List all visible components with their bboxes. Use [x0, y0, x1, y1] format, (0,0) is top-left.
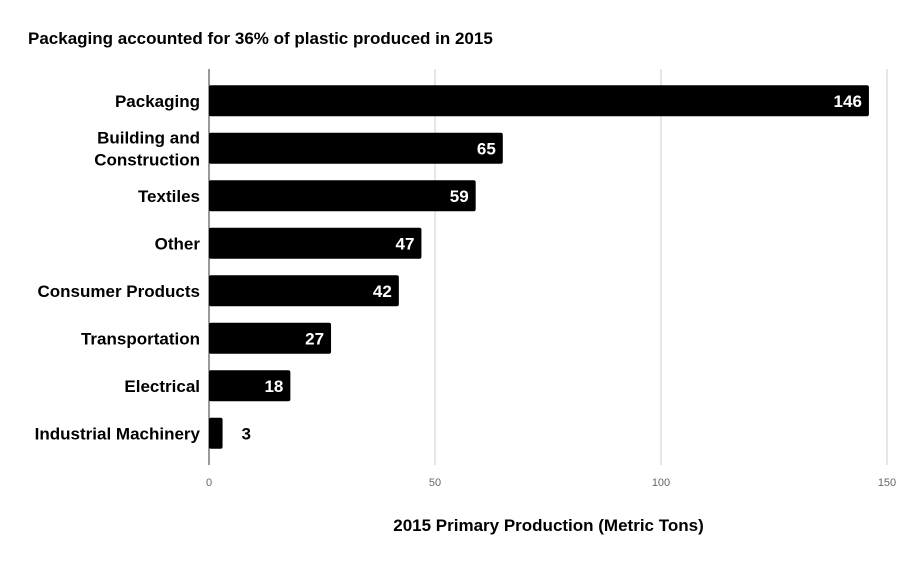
bar: [209, 322, 332, 354]
x-tick-label: 100: [652, 477, 670, 489]
category-label: Building and Construction: [94, 128, 200, 169]
category-label: Textiles: [138, 187, 200, 206]
data-label: 146: [834, 92, 862, 111]
category-label: Industrial Machinery: [35, 424, 201, 443]
data-label: 65: [477, 139, 496, 158]
bar: [209, 227, 422, 259]
data-label: 47: [396, 234, 415, 253]
x-tick-label: 150: [878, 477, 896, 489]
category-label: Other: [155, 234, 201, 253]
data-label: 42: [373, 282, 392, 301]
bar: [209, 417, 223, 449]
category-label: Packaging: [115, 92, 200, 111]
data-label: 27: [305, 329, 324, 348]
data-label: 18: [264, 377, 283, 396]
bar: [209, 180, 476, 212]
x-tick-label: 0: [206, 477, 212, 489]
category-label: Consumer Products: [38, 282, 200, 301]
data-label: 3: [242, 424, 251, 443]
chart-title: Packaging accounted for 36% of plastic p…: [28, 29, 493, 48]
data-label: 59: [450, 187, 469, 206]
bar: [209, 275, 399, 307]
category-label: Transportation: [81, 329, 200, 348]
x-tick-label: 50: [429, 477, 441, 489]
bar: [209, 370, 291, 402]
bar: [209, 132, 503, 164]
bar: [209, 85, 869, 117]
x-axis-label: 2015 Primary Production (Metric Tons): [393, 516, 704, 535]
category-label: Electrical: [124, 377, 200, 396]
